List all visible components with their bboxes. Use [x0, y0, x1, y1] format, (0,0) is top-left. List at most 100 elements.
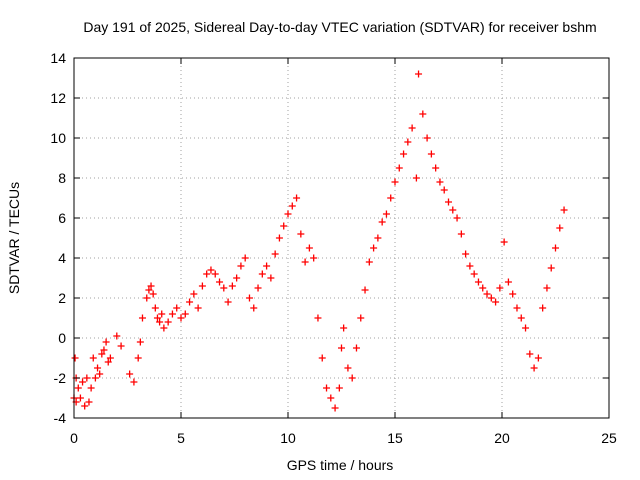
- data-point: [241, 254, 249, 262]
- data-point: [190, 290, 198, 298]
- data-point: [547, 264, 555, 272]
- data-point: [81, 402, 89, 410]
- data-point: [415, 70, 423, 78]
- data-point: [314, 314, 322, 322]
- axis-ticks: [73, 57, 610, 419]
- data-point: [156, 318, 164, 326]
- data-point: [250, 304, 258, 312]
- data-point: [440, 186, 448, 194]
- data-point: [138, 314, 146, 322]
- x-tick-labels: 0 5 10 15 20 25: [70, 430, 617, 446]
- x-tick-label: 5: [177, 430, 185, 446]
- data-point: [543, 284, 551, 292]
- data-point: [556, 224, 564, 232]
- data-point: [280, 222, 288, 230]
- x-tick-label: 10: [280, 430, 296, 446]
- data-point: [130, 378, 138, 386]
- data-point: [136, 338, 144, 346]
- data-point: [267, 274, 275, 282]
- data-point: [104, 358, 112, 366]
- data-point: [254, 284, 262, 292]
- data-point: [207, 266, 215, 274]
- data-point: [91, 374, 99, 382]
- data-point: [552, 244, 559, 252]
- data-point: [412, 174, 420, 182]
- data-point: [98, 350, 106, 358]
- data-point: [301, 258, 309, 266]
- y-tick-labels: -4 -2 0 2 4 6 8 10 12 14: [50, 50, 66, 426]
- data-point: [382, 210, 390, 218]
- data-point: [211, 270, 219, 278]
- y-tick-label: -2: [54, 370, 67, 386]
- data-point: [517, 314, 525, 322]
- data-point: [331, 404, 339, 412]
- data-point: [181, 310, 189, 318]
- data-point: [395, 164, 403, 172]
- chart-title: Day 191 of 2025, Sidereal Day-to-day VTE…: [83, 19, 596, 35]
- data-point: [496, 284, 504, 292]
- data-point: [305, 244, 313, 252]
- data-point: [228, 282, 236, 290]
- data-point: [102, 338, 110, 346]
- data-point: [474, 278, 482, 286]
- data-point: [387, 194, 395, 202]
- data-point: [151, 304, 159, 312]
- data-point: [126, 370, 134, 378]
- data-point: [408, 124, 416, 132]
- data-point: [457, 230, 465, 238]
- data-point: [177, 314, 185, 322]
- data-point: [275, 234, 283, 242]
- data-point: [327, 394, 335, 402]
- x-tick-label: 0: [70, 430, 78, 446]
- y-tick-label: 14: [50, 50, 66, 66]
- data-point: [160, 324, 168, 332]
- data-point: [198, 282, 206, 290]
- data-point: [173, 304, 181, 312]
- data-point: [427, 150, 435, 158]
- data-point: [145, 286, 153, 294]
- data-point: [340, 324, 348, 332]
- data-point: [404, 138, 412, 146]
- data-point: [74, 384, 82, 392]
- data-point: [513, 304, 521, 312]
- data-point: [338, 344, 345, 352]
- data-point: [453, 214, 461, 222]
- y-tick-label: 8: [58, 170, 66, 186]
- data-point: [245, 294, 253, 302]
- y-tick-label: 10: [50, 130, 66, 146]
- data-point: [462, 250, 470, 258]
- data-point: [83, 374, 91, 382]
- data-point: [479, 284, 487, 292]
- y-tick-label: 6: [58, 210, 66, 226]
- data-point: [194, 304, 202, 312]
- data-point: [297, 230, 305, 238]
- data-point: [117, 342, 125, 350]
- data-point: [504, 278, 512, 286]
- data-point: [106, 354, 114, 362]
- data-point: [526, 350, 534, 358]
- data-point: [335, 384, 343, 392]
- y-tick-label: 0: [58, 330, 66, 346]
- data-point: [391, 178, 399, 186]
- data-point: [94, 364, 102, 372]
- data-point: [522, 324, 530, 332]
- data-point: [534, 354, 542, 362]
- data-point: [483, 290, 491, 298]
- y-tick-label: -4: [54, 410, 67, 426]
- data-point: [96, 370, 104, 378]
- x-tick-label: 20: [494, 430, 510, 446]
- data-point: [374, 234, 382, 242]
- data-point: [85, 398, 93, 406]
- data-point: [79, 378, 87, 386]
- data-point: [158, 310, 166, 318]
- data-point: [539, 304, 547, 312]
- data-point: [258, 270, 266, 278]
- data-point: [284, 210, 292, 218]
- data-point: [436, 178, 444, 186]
- data-point: [153, 314, 161, 322]
- x-axis-title: GPS time / hours: [287, 457, 394, 473]
- data-point: [164, 318, 172, 326]
- data-point: [134, 354, 142, 362]
- data-point: [147, 282, 155, 290]
